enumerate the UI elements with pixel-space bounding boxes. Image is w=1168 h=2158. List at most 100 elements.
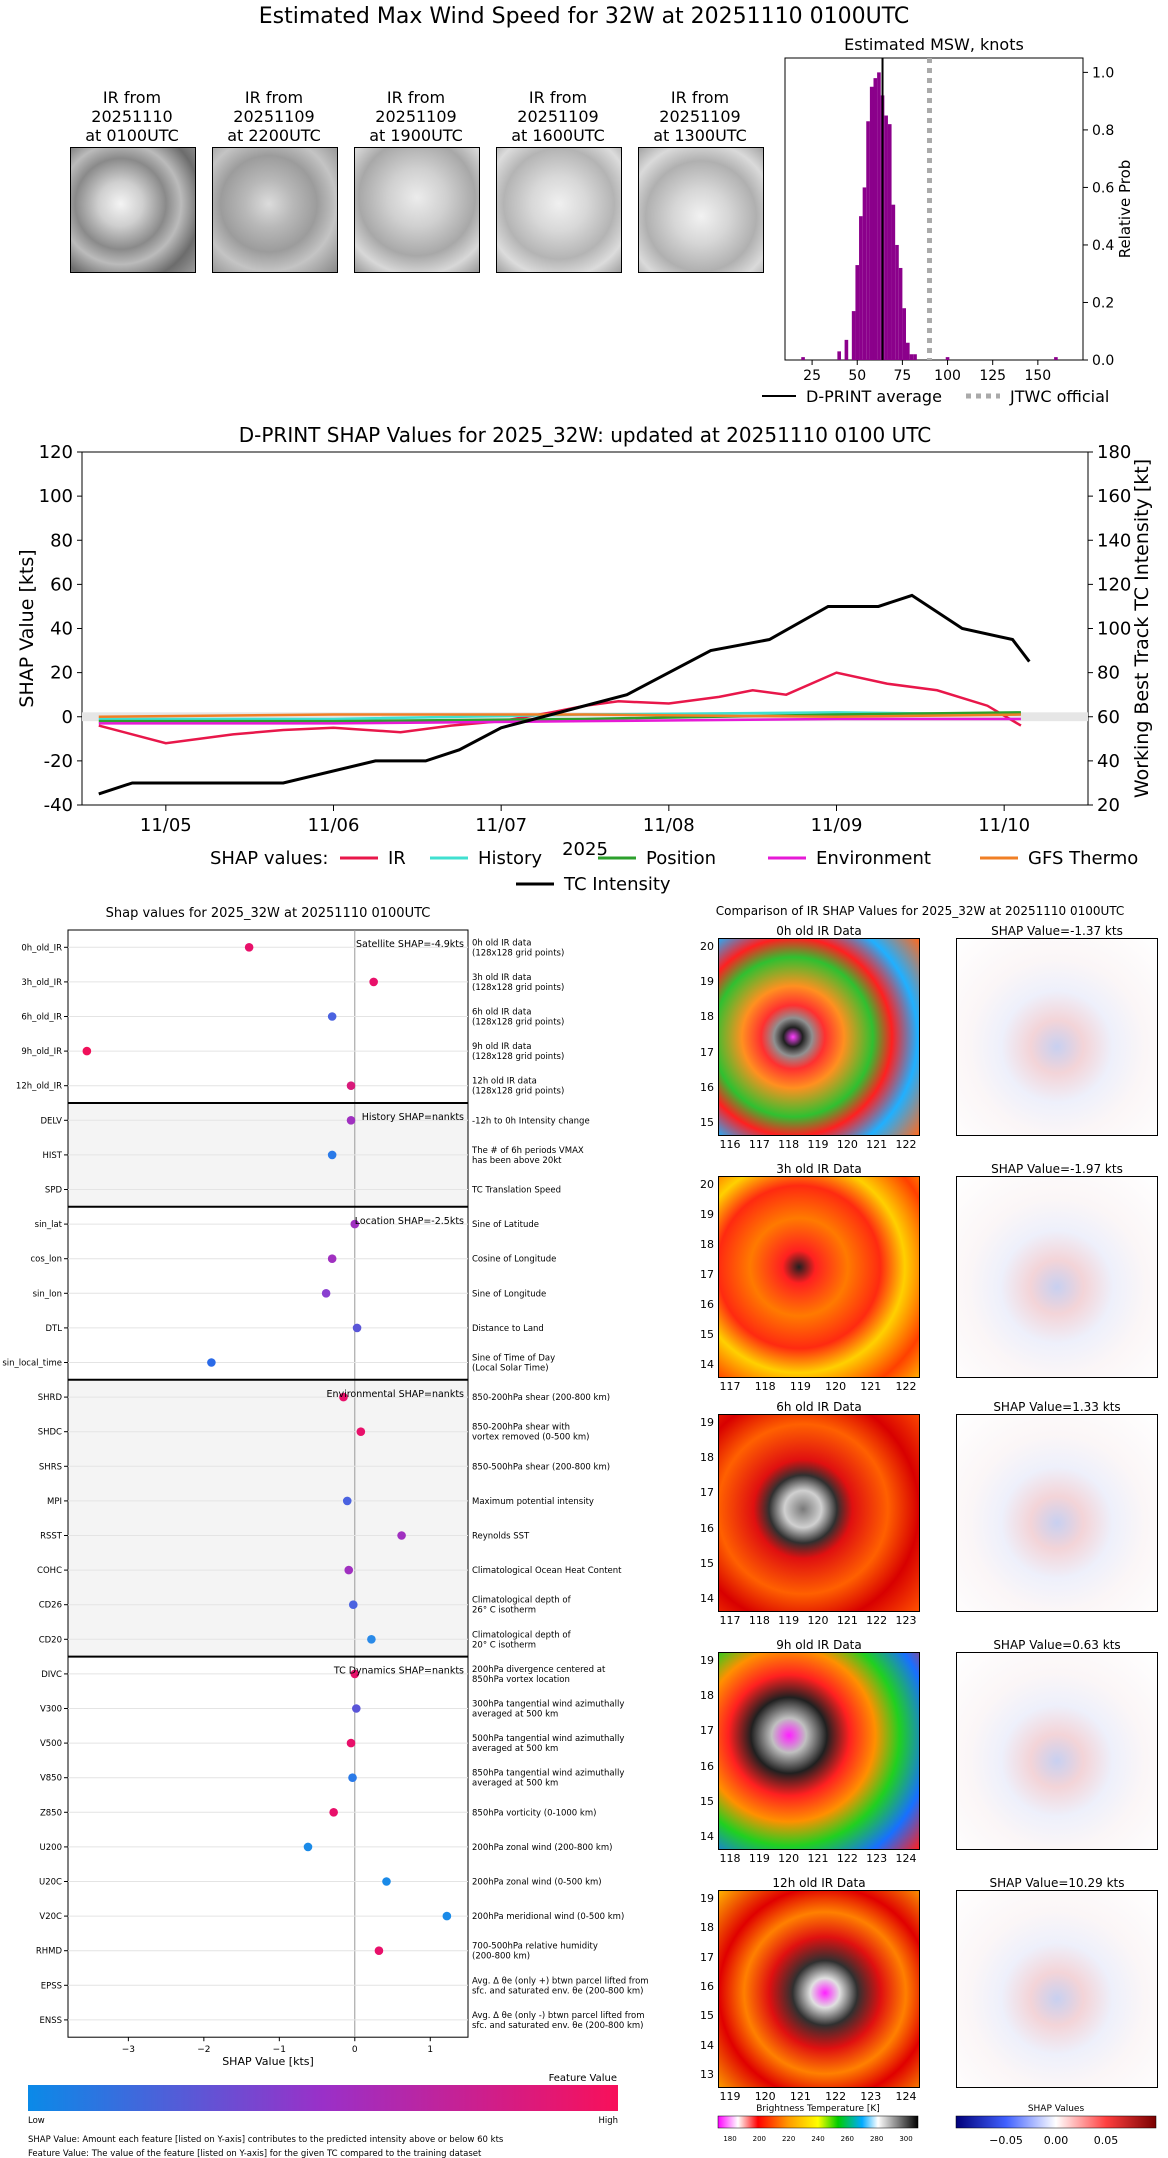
x-tick-label: 11/07 — [475, 815, 527, 836]
histogram-bar — [859, 216, 863, 360]
main-title: Estimated Max Wind Speed for 32W at 2025… — [258, 4, 910, 29]
feature-description: (128x128 grid points) — [472, 1087, 564, 1097]
ir-xtick-label: 119 — [748, 1852, 770, 1865]
feature-description: averaged at 500 km — [472, 1710, 558, 1720]
histogram-bar — [884, 115, 888, 361]
feature-description: averaged at 500 km — [472, 1779, 558, 1789]
ir-row-title: 0h old IR Data — [776, 924, 862, 938]
group-label: Location SHAP=-2.5kts — [355, 1216, 464, 1227]
ir-ytick-label: 17 — [700, 1950, 714, 1964]
feature-name: COHC — [37, 1566, 62, 1576]
feature-description: 200hPa divergence centered at — [472, 1665, 606, 1675]
feature-description: 20° C isotherm — [472, 1640, 536, 1650]
feature-description: Climatological depth of — [472, 1596, 572, 1606]
feature-description: 200hPa zonal wind (200-800 km) — [472, 1843, 612, 1853]
feature-description: 0h old IR data — [472, 938, 531, 948]
shap-colorbar — [955, 2115, 1157, 2129]
feature-description: 26° C isotherm — [472, 1606, 536, 1616]
feature-description: 6h old IR data — [472, 1008, 531, 1018]
feature-description: Avg. Δ θe (only -) btwn parcel lifted fr… — [472, 2011, 645, 2021]
feature-name: Z850 — [40, 1808, 62, 1818]
colorbar-low-label: Low — [28, 2116, 45, 2126]
group-band — [68, 1379, 468, 1657]
x-tick-label: 150 — [1024, 368, 1051, 384]
ir-xtick-label: 123 — [866, 1852, 888, 1865]
shap-map — [956, 1414, 1158, 1612]
footnote-feature: Feature Value: The value of the feature … — [28, 2149, 482, 2158]
bt-colorbar-tick: 180 — [723, 2135, 736, 2143]
ir-xtick-label: 117 — [719, 1614, 741, 1627]
feature-shap-dot — [346, 1081, 356, 1090]
feature-shap-dot — [327, 1254, 337, 1263]
x-tick-label: 11/06 — [308, 815, 360, 836]
feature-description: TC Translation Speed — [471, 1186, 561, 1196]
ir-ytick-label: 20 — [700, 1178, 714, 1191]
x-tick-label: 50 — [848, 368, 866, 384]
y-right-tick-label: 100 — [1097, 619, 1131, 640]
thumb-title-0: IR from 20251110 at 0100UTC — [85, 88, 179, 145]
ir-xtick-label: 121 — [789, 2090, 811, 2103]
feature-name: DIVC — [41, 1670, 62, 1680]
feature-description: -12h to 0h Intensity change — [472, 1116, 590, 1126]
feature-shap-dot — [321, 1289, 331, 1298]
ir-xtick-label: 118 — [748, 1614, 770, 1627]
x-tick-label: −3 — [122, 2045, 135, 2055]
feature-shap-dot — [329, 1808, 338, 1817]
ir-ytick-label: 15 — [700, 1556, 714, 1570]
feature-shap-dot — [327, 1012, 337, 1021]
ir-image — [718, 1414, 920, 1612]
ir-xtick-label: 121 — [836, 1614, 858, 1627]
ir-row-title: 3h old IR Data — [776, 1162, 862, 1176]
feature-name: V500 — [40, 1739, 62, 1749]
x-tick-label: 0 — [352, 2045, 358, 2055]
feature-description: 500hPa tangential wind azimuthally — [472, 1734, 624, 1744]
feature-shap-dot — [346, 1738, 356, 1748]
feature-name: sin_lon — [33, 1289, 62, 1299]
ir-ytick-label: 18 — [700, 1921, 714, 1935]
y-right-tick-label: 180 — [1097, 442, 1131, 463]
histogram-bar — [837, 351, 841, 360]
feature-name: 12h_old_IR — [16, 1082, 62, 1092]
y-right-tick-label: 120 — [1097, 574, 1131, 595]
x-tick-label: 11/05 — [140, 815, 192, 836]
ir-xtick-label: 117 — [748, 1138, 770, 1151]
histogram-bar — [869, 86, 874, 360]
feature-name: sin_local_time — [2, 1359, 62, 1369]
legend-label-jtwc: JTWC official — [1009, 387, 1109, 406]
thumb-title-1: IR from 20251109 at 2200UTC — [227, 88, 321, 145]
histogram-title: Estimated MSW, knots — [844, 35, 1024, 54]
y-left-tick-label: 60 — [50, 574, 73, 595]
legend-label-dprint: D-PRINT average — [806, 387, 942, 406]
ir-xtick-label: 124 — [895, 1852, 917, 1865]
ir-row-title: 12h old IR Data — [772, 1876, 866, 1890]
ir-ytick-label: 18 — [700, 1451, 714, 1465]
msw-histogram: Estimated MSW, knots 25 50 75 100 125 150 0.0 0.… — [762, 35, 1134, 406]
ir-xtick-label: 118 — [778, 1138, 800, 1151]
shap-timeseries-chart: D-PRINT SHAP Values for 2025_32W: update… — [16, 423, 1153, 895]
histogram-bar — [862, 187, 867, 360]
series-line-ir — [98, 671, 1022, 745]
legend-label: IR — [388, 848, 406, 869]
feature-shap-dot — [369, 977, 378, 987]
feature-shap-dot — [344, 1565, 354, 1575]
ir-image — [718, 1652, 920, 1850]
shap-row-title: SHAP Value=-1.97 kts — [991, 1162, 1123, 1176]
feature-description: Distance to Land — [472, 1324, 544, 1334]
timeseries-ylabel-right: Working Best Track TC Intensity [kt] — [1131, 459, 1153, 798]
legend-title: SHAP values: — [210, 848, 328, 869]
y-tick-label: 0.2 — [1092, 295, 1114, 311]
feature-description: 850-200hPa shear with — [472, 1423, 570, 1433]
feature-name: 9h_old_IR — [21, 1047, 62, 1057]
feature-shap-dot — [397, 1531, 406, 1540]
feature-description: (128x128 grid points) — [472, 983, 564, 993]
histogram-bar — [851, 311, 856, 360]
feature-name: sin_lat — [35, 1220, 63, 1230]
feature-shap-dot — [356, 1427, 366, 1436]
shap-map — [956, 1890, 1158, 2088]
ir-image — [718, 1890, 920, 2088]
y-left-tick-label: 100 — [39, 486, 73, 507]
group-label: Satellite SHAP=-4.9kts — [356, 939, 464, 950]
shap-row-title: SHAP Value=10.29 kts — [989, 1876, 1125, 1890]
ir-xtick-label: 121 — [860, 1380, 882, 1393]
ir-ytick-label: 19 — [700, 1892, 714, 1905]
